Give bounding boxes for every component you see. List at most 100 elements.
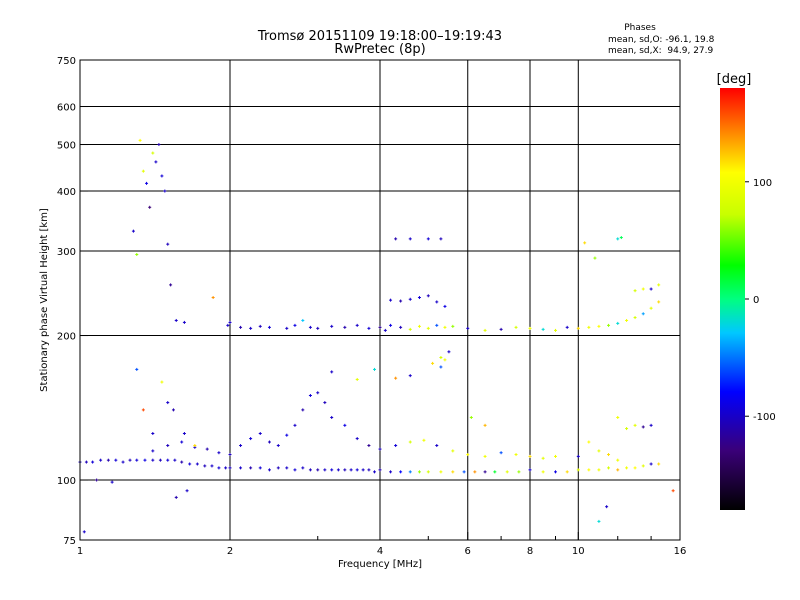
data-point [597,519,601,523]
data-point [426,470,430,474]
colorbar-ticks: 100 0 -100 [745,178,776,423]
data-point [565,470,569,474]
colorbar-label: [deg] [717,72,752,87]
data-point [355,377,359,381]
data-point [128,458,132,462]
data-point [188,462,192,466]
y-tick-label: 600 [57,103,76,114]
data-point [499,451,503,455]
data-point [195,462,199,466]
data-point [389,323,393,327]
data-point [267,468,271,472]
data-point [224,466,228,470]
data-point [483,470,487,474]
data-point [293,323,297,327]
data-point [355,323,359,327]
data-point [169,283,173,287]
data-point [330,370,334,374]
data-point [616,458,620,462]
data-point [180,460,184,464]
phases-mean-x: mean, sd,X: 94.9, 27.9 [608,46,714,56]
data-point [469,415,473,419]
data-point [182,432,186,436]
data-point [258,432,262,436]
data-point [308,468,312,472]
y-axis-label: Stationary phase Virtual Height [km] [39,208,50,392]
data-point [499,327,503,331]
data-point [157,143,161,147]
data-point [82,530,86,534]
colorbar-tick-label: 100 [753,178,772,189]
data-point [443,325,447,329]
data-point [110,480,114,484]
x-axis-label: Frequency [MHz] [338,559,422,570]
data-point [373,470,377,474]
data-point [633,316,637,320]
data-point [135,367,139,371]
phases-box-title: Phases [624,23,656,33]
data-point [616,321,620,325]
data-point [205,447,209,451]
data-point [619,236,623,240]
data-point [193,444,197,448]
data-point [185,489,189,493]
data-point [285,466,289,470]
data-point [355,468,359,472]
data-point [249,466,253,470]
data-point [367,326,371,330]
data-point [399,325,403,329]
data-point [641,464,645,468]
data-point [135,253,139,257]
data-point [301,408,305,412]
colorbar [720,88,745,510]
data-point [439,365,443,369]
y-tick-label: 200 [57,332,76,343]
data-point [226,323,230,327]
data-point [154,160,158,164]
data-point [649,423,653,427]
data-point [217,466,221,470]
data-point [605,505,609,509]
data-point [583,241,587,245]
data-point [301,318,305,322]
data-point [316,391,320,395]
data-point [493,470,497,474]
data-point [121,460,125,464]
data-point [174,495,178,499]
data-point [163,189,167,193]
data-point [343,423,347,427]
data-point [114,458,118,462]
data-point [378,447,382,451]
data-point [378,468,382,472]
data-point [99,458,103,462]
data-point [378,325,382,329]
data-point [443,358,447,362]
data-point [276,444,280,448]
x-tick-label: 10 [572,546,585,557]
data-point [587,325,591,329]
data-point [435,444,439,448]
data-point [249,437,253,441]
data-point [349,468,353,472]
data-point [285,433,289,437]
data-point [649,306,653,310]
x-tick-label: 2 [227,546,233,557]
data-point [443,304,447,308]
data-point [330,468,334,472]
data-point [267,325,271,329]
data-point [106,458,110,462]
data-point [435,323,439,327]
y-tick-labels: 75 100 200 300 400 500 600 750 [57,56,76,547]
data-point [593,256,597,260]
data-point [422,438,426,442]
data-point [587,440,591,444]
data-point [435,300,439,304]
data-point [228,320,232,324]
data-point [267,440,271,444]
data-point [657,462,661,466]
data-point [483,328,487,332]
data-point [451,449,455,453]
y-tick-label: 100 [57,476,76,487]
data-point [148,205,152,209]
data-point [451,470,455,474]
